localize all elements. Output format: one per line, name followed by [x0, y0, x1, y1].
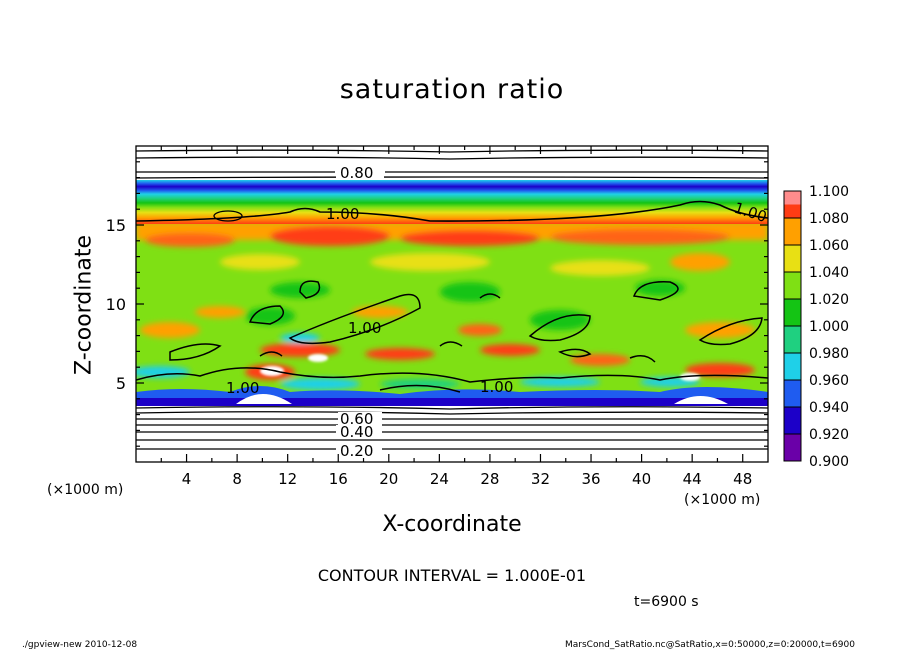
x-axis-label: X-coordinate: [382, 512, 522, 537]
plot-area: [136, 146, 768, 462]
colorbar-cell: [784, 407, 801, 434]
x-tick-label: 20: [379, 470, 398, 488]
colorbar-label: 1.080: [809, 211, 849, 227]
contour-label-group: 0.80 1.00 1.00 1.00 1.00 1.00 0.60 0.40 …: [226, 164, 769, 460]
colorbar-cell: [784, 218, 801, 245]
colorbar-label: 1.060: [809, 238, 849, 254]
green-field: [136, 222, 768, 394]
x-axis: 4 8 12 16 20 24 28 32 36 40 44 48: [160, 146, 752, 488]
colorbar-label: 0.980: [809, 346, 849, 362]
colorbar-cell: [784, 434, 801, 461]
colorbar-label: 1.020: [809, 292, 849, 308]
x-tick-label: 44: [683, 470, 702, 488]
contour-label-100-left: 1.00: [226, 379, 259, 397]
x-tick-label: 12: [278, 470, 297, 488]
contour-label-100-top: 1.00: [326, 205, 359, 223]
colorbar-cell: [784, 272, 801, 299]
colorbar-cell: [784, 245, 801, 272]
x-tick-label: 40: [632, 470, 651, 488]
field-texture: [136, 222, 768, 390]
colorbar-label: 0.940: [809, 400, 849, 416]
y-tick-label: 10: [106, 295, 126, 314]
colorbar-label: 1.100: [809, 184, 849, 200]
contour-label-060: 0.60: [340, 410, 373, 428]
lower-band: [136, 386, 768, 406]
colorbar-cell: [784, 299, 801, 326]
z-axis-unit-label: (×1000 m): [47, 482, 124, 498]
lower-contours: [136, 406, 768, 450]
upper-contours: [136, 149, 768, 222]
x-tick-label: 28: [480, 470, 499, 488]
chart-title: saturation ratio: [339, 74, 565, 105]
colorbar-label: 0.900: [809, 454, 849, 470]
colorbar-label: 0.960: [809, 373, 849, 389]
y-tick-label: 5: [116, 374, 126, 393]
contour-label-080: 0.80: [340, 164, 373, 182]
contour-interval-text: CONTOUR INTERVAL = 1.000E-01: [317, 566, 587, 585]
x-tick-label: 16: [329, 470, 348, 488]
x-tick-label: 32: [531, 470, 550, 488]
contour-label-100-right-low: 1.00: [480, 378, 513, 396]
y-axis: 5 10 15: [106, 161, 768, 447]
colorbar-cell: [784, 380, 801, 407]
y-tick-label: 15: [106, 216, 126, 235]
x-tick-label: 48: [733, 470, 752, 488]
colorbar: 0.900 0.920 0.940 0.960 0.980 1.000 1.020 1.040…: [783, 184, 849, 470]
x-tick-label: 4: [182, 470, 192, 488]
colorbar-cell: [784, 353, 801, 380]
x-tick-label: 36: [581, 470, 600, 488]
colorbar-cell: [784, 326, 801, 353]
colorbar-label: 0.920: [809, 427, 849, 443]
footer-right-text: MarsCond_SatRatio.nc@SatRatio,x=0:50000,…: [565, 640, 855, 650]
x-axis-unit-label: (×1000 m): [684, 492, 761, 508]
colorbar-cell: [784, 191, 801, 205]
interior-contours: [136, 280, 768, 393]
contour-label-040: 0.40: [340, 423, 373, 441]
colorbar-label: 1.040: [809, 265, 849, 281]
time-label: t=6900 s: [634, 594, 699, 610]
footer-left-text: ./gpview-new 2010-12-08: [22, 640, 138, 650]
contour-label-020: 0.20: [340, 442, 373, 460]
x-tick-label: 24: [430, 470, 449, 488]
x-tick-label: 8: [232, 470, 242, 488]
colorbar-label: 1.000: [809, 319, 849, 335]
contour-label-100-mid: 1.00: [348, 319, 381, 337]
